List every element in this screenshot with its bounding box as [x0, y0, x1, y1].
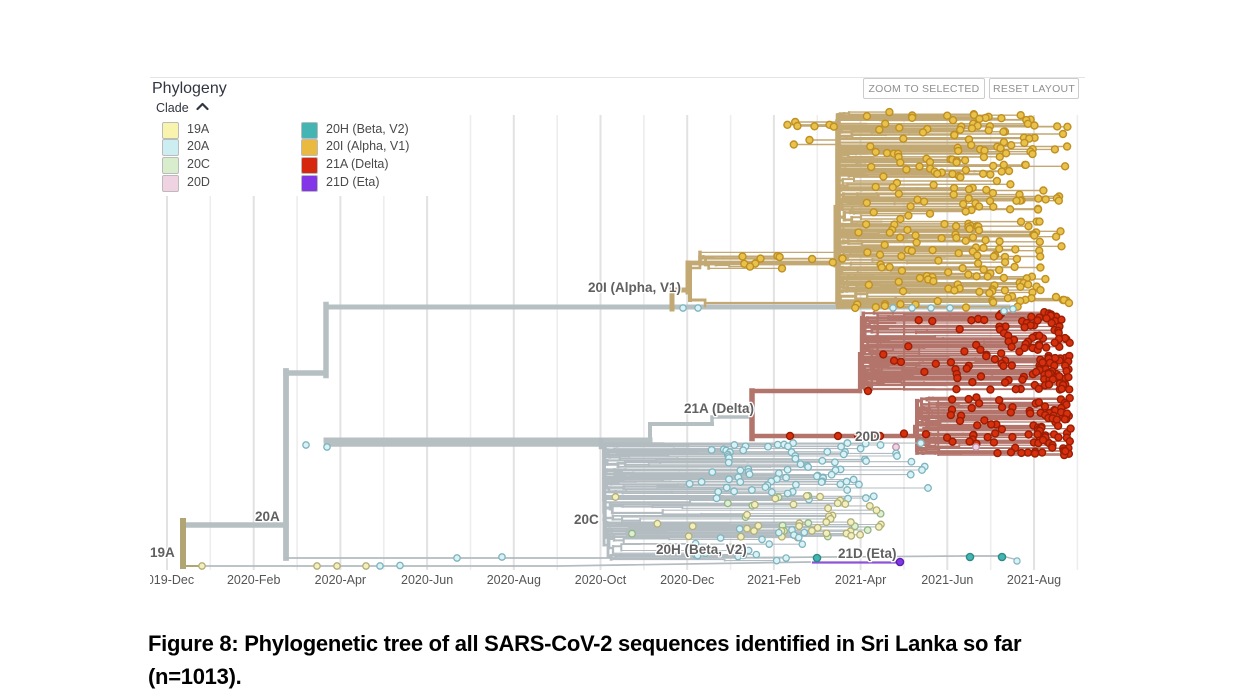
- svg-text:2020-Feb: 2020-Feb: [227, 573, 281, 587]
- svg-text:2020-Oct: 2020-Oct: [575, 573, 627, 587]
- svg-text:20D: 20D: [855, 429, 880, 444]
- svg-text:20C: 20C: [574, 512, 599, 527]
- svg-text:2021-Jun: 2021-Jun: [921, 573, 973, 587]
- svg-text:2019-Dec: 2019-Dec: [150, 573, 194, 587]
- svg-text:2020-Jun: 2020-Jun: [401, 573, 453, 587]
- svg-text:2020-Apr: 2020-Apr: [315, 573, 366, 587]
- svg-text:21D (Eta): 21D (Eta): [838, 546, 897, 561]
- svg-text:2021-Feb: 2021-Feb: [747, 573, 801, 587]
- svg-text:2020-Aug: 2020-Aug: [487, 573, 541, 587]
- svg-text:21A (Delta): 21A (Delta): [684, 401, 754, 416]
- svg-text:20A: 20A: [255, 509, 280, 524]
- svg-text:2021-Apr: 2021-Apr: [835, 573, 886, 587]
- svg-text:20H (Beta, V2): 20H (Beta, V2): [656, 542, 747, 557]
- svg-text:2020-Dec: 2020-Dec: [660, 573, 714, 587]
- svg-text:19A: 19A: [150, 545, 175, 560]
- svg-text:20I (Alpha, V1): 20I (Alpha, V1): [588, 280, 681, 295]
- svg-text:2021-Aug: 2021-Aug: [1007, 573, 1061, 587]
